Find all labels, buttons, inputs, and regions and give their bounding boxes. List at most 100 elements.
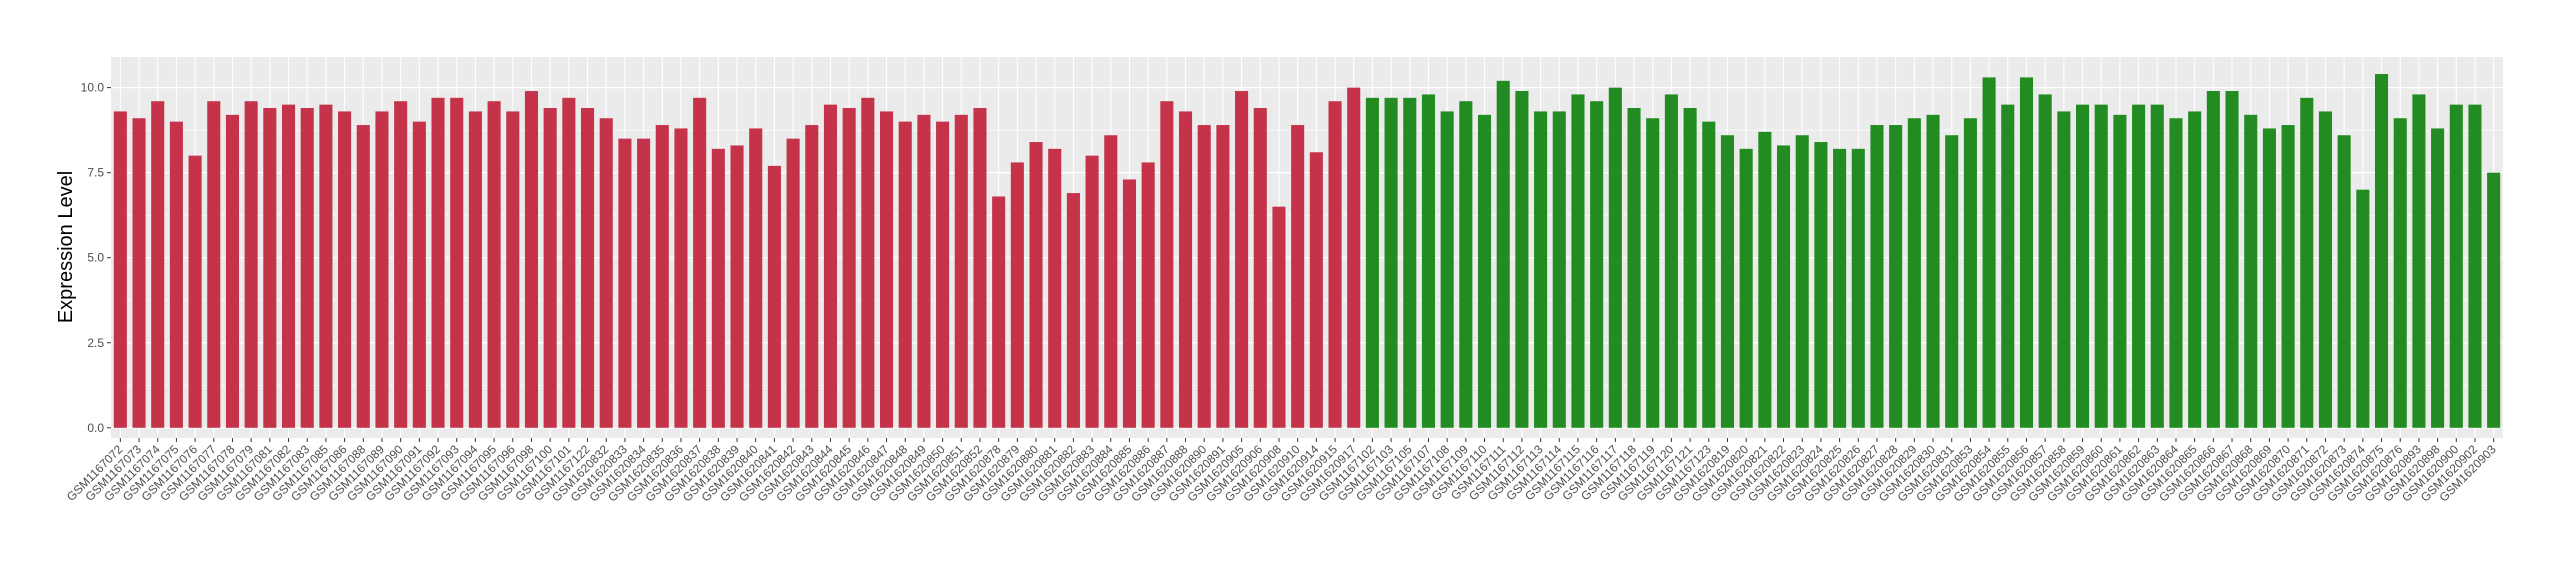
bar: [412, 121, 426, 428]
bar: [506, 111, 520, 428]
bar: [281, 104, 296, 428]
bar: [543, 108, 557, 428]
bar: [1870, 125, 1884, 428]
bar: [2318, 111, 2333, 428]
y-tick-label: 7.5: [87, 166, 104, 180]
bar: [225, 114, 240, 428]
bar: [169, 121, 183, 428]
bar: [1739, 148, 1753, 428]
bar: [2337, 135, 2351, 428]
y-tick-label: 10.0: [81, 81, 105, 95]
bar: [1477, 114, 1492, 428]
bar: [356, 125, 370, 428]
bar: [2374, 74, 2389, 428]
bar: [244, 101, 258, 428]
bar: [1459, 101, 1473, 428]
bar: [1197, 125, 1211, 428]
bar: [1590, 101, 1604, 428]
bar: [861, 97, 875, 428]
bar: [2225, 91, 2239, 428]
bar: [2094, 104, 2108, 428]
bar: [655, 125, 669, 428]
bar: [2244, 114, 2258, 428]
bar: [1048, 148, 1062, 428]
bar: [1253, 108, 1267, 428]
bar: [730, 145, 744, 428]
y-tick-label: 2.5: [87, 336, 104, 350]
bar: [207, 101, 221, 428]
bar: [2431, 128, 2445, 428]
bar: [618, 138, 632, 428]
bar: [1178, 111, 1193, 428]
bar: [487, 101, 501, 428]
bar: [1216, 125, 1230, 428]
bar: [954, 114, 968, 428]
bar: [1309, 152, 1323, 428]
bar: [468, 111, 482, 428]
bar: [1627, 108, 1641, 428]
bar: [1534, 111, 1548, 428]
bar: [2468, 104, 2482, 428]
bar: [1664, 94, 1678, 428]
bar: [2075, 104, 2090, 428]
bar: [2057, 111, 2071, 428]
bar: [2169, 118, 2183, 428]
bar: [319, 104, 333, 428]
bar: [1776, 145, 1791, 428]
bar: [375, 111, 389, 428]
bar: [2132, 104, 2146, 428]
bar: [1982, 77, 1996, 428]
bar: [1347, 87, 1361, 428]
y-tick-label: 0.0: [87, 421, 104, 435]
bar: [1571, 94, 1585, 428]
bar: [2449, 104, 2463, 428]
bar: [823, 104, 838, 428]
bar: [1160, 101, 1174, 428]
bar: [1496, 80, 1510, 428]
bar: [1515, 91, 1529, 428]
bar: [2487, 172, 2501, 428]
bar: [1702, 121, 1716, 428]
bar: [1403, 97, 1417, 428]
bar: [263, 108, 277, 428]
bar: [1608, 87, 1622, 428]
bar: [188, 155, 202, 428]
bar: [2412, 94, 2426, 428]
bar: [2188, 111, 2202, 428]
bar: [992, 196, 1006, 428]
bar: [1851, 148, 1865, 428]
bar: [767, 165, 781, 428]
bar: [749, 128, 763, 428]
bar: [1066, 193, 1080, 428]
bar: [300, 108, 314, 428]
bar: [431, 97, 445, 428]
bar: [1720, 135, 1735, 428]
bar: [1421, 94, 1436, 428]
bar: [394, 101, 408, 428]
bar: [1889, 125, 1903, 428]
bar: [562, 97, 576, 428]
bar: [879, 111, 894, 428]
bar: [1758, 131, 1772, 428]
bar: [2150, 104, 2164, 428]
bar: [1907, 118, 1921, 428]
bar: [151, 101, 165, 428]
bar: [450, 97, 464, 428]
bar: [2262, 128, 2276, 428]
bar: [936, 121, 950, 428]
bar: [1963, 118, 1977, 428]
bar: [1683, 108, 1697, 428]
bar: [1833, 148, 1847, 428]
bar: [2393, 118, 2407, 428]
bar: [2356, 189, 2370, 428]
bar: [599, 118, 613, 428]
bar: [1552, 111, 1566, 428]
bar: [338, 111, 352, 428]
bar: [805, 125, 819, 428]
bar: [1365, 97, 1379, 428]
bar: [1814, 142, 1828, 428]
bar: [898, 121, 912, 428]
y-axis-title: Expression Level: [55, 171, 77, 323]
bar: [1926, 114, 1940, 428]
